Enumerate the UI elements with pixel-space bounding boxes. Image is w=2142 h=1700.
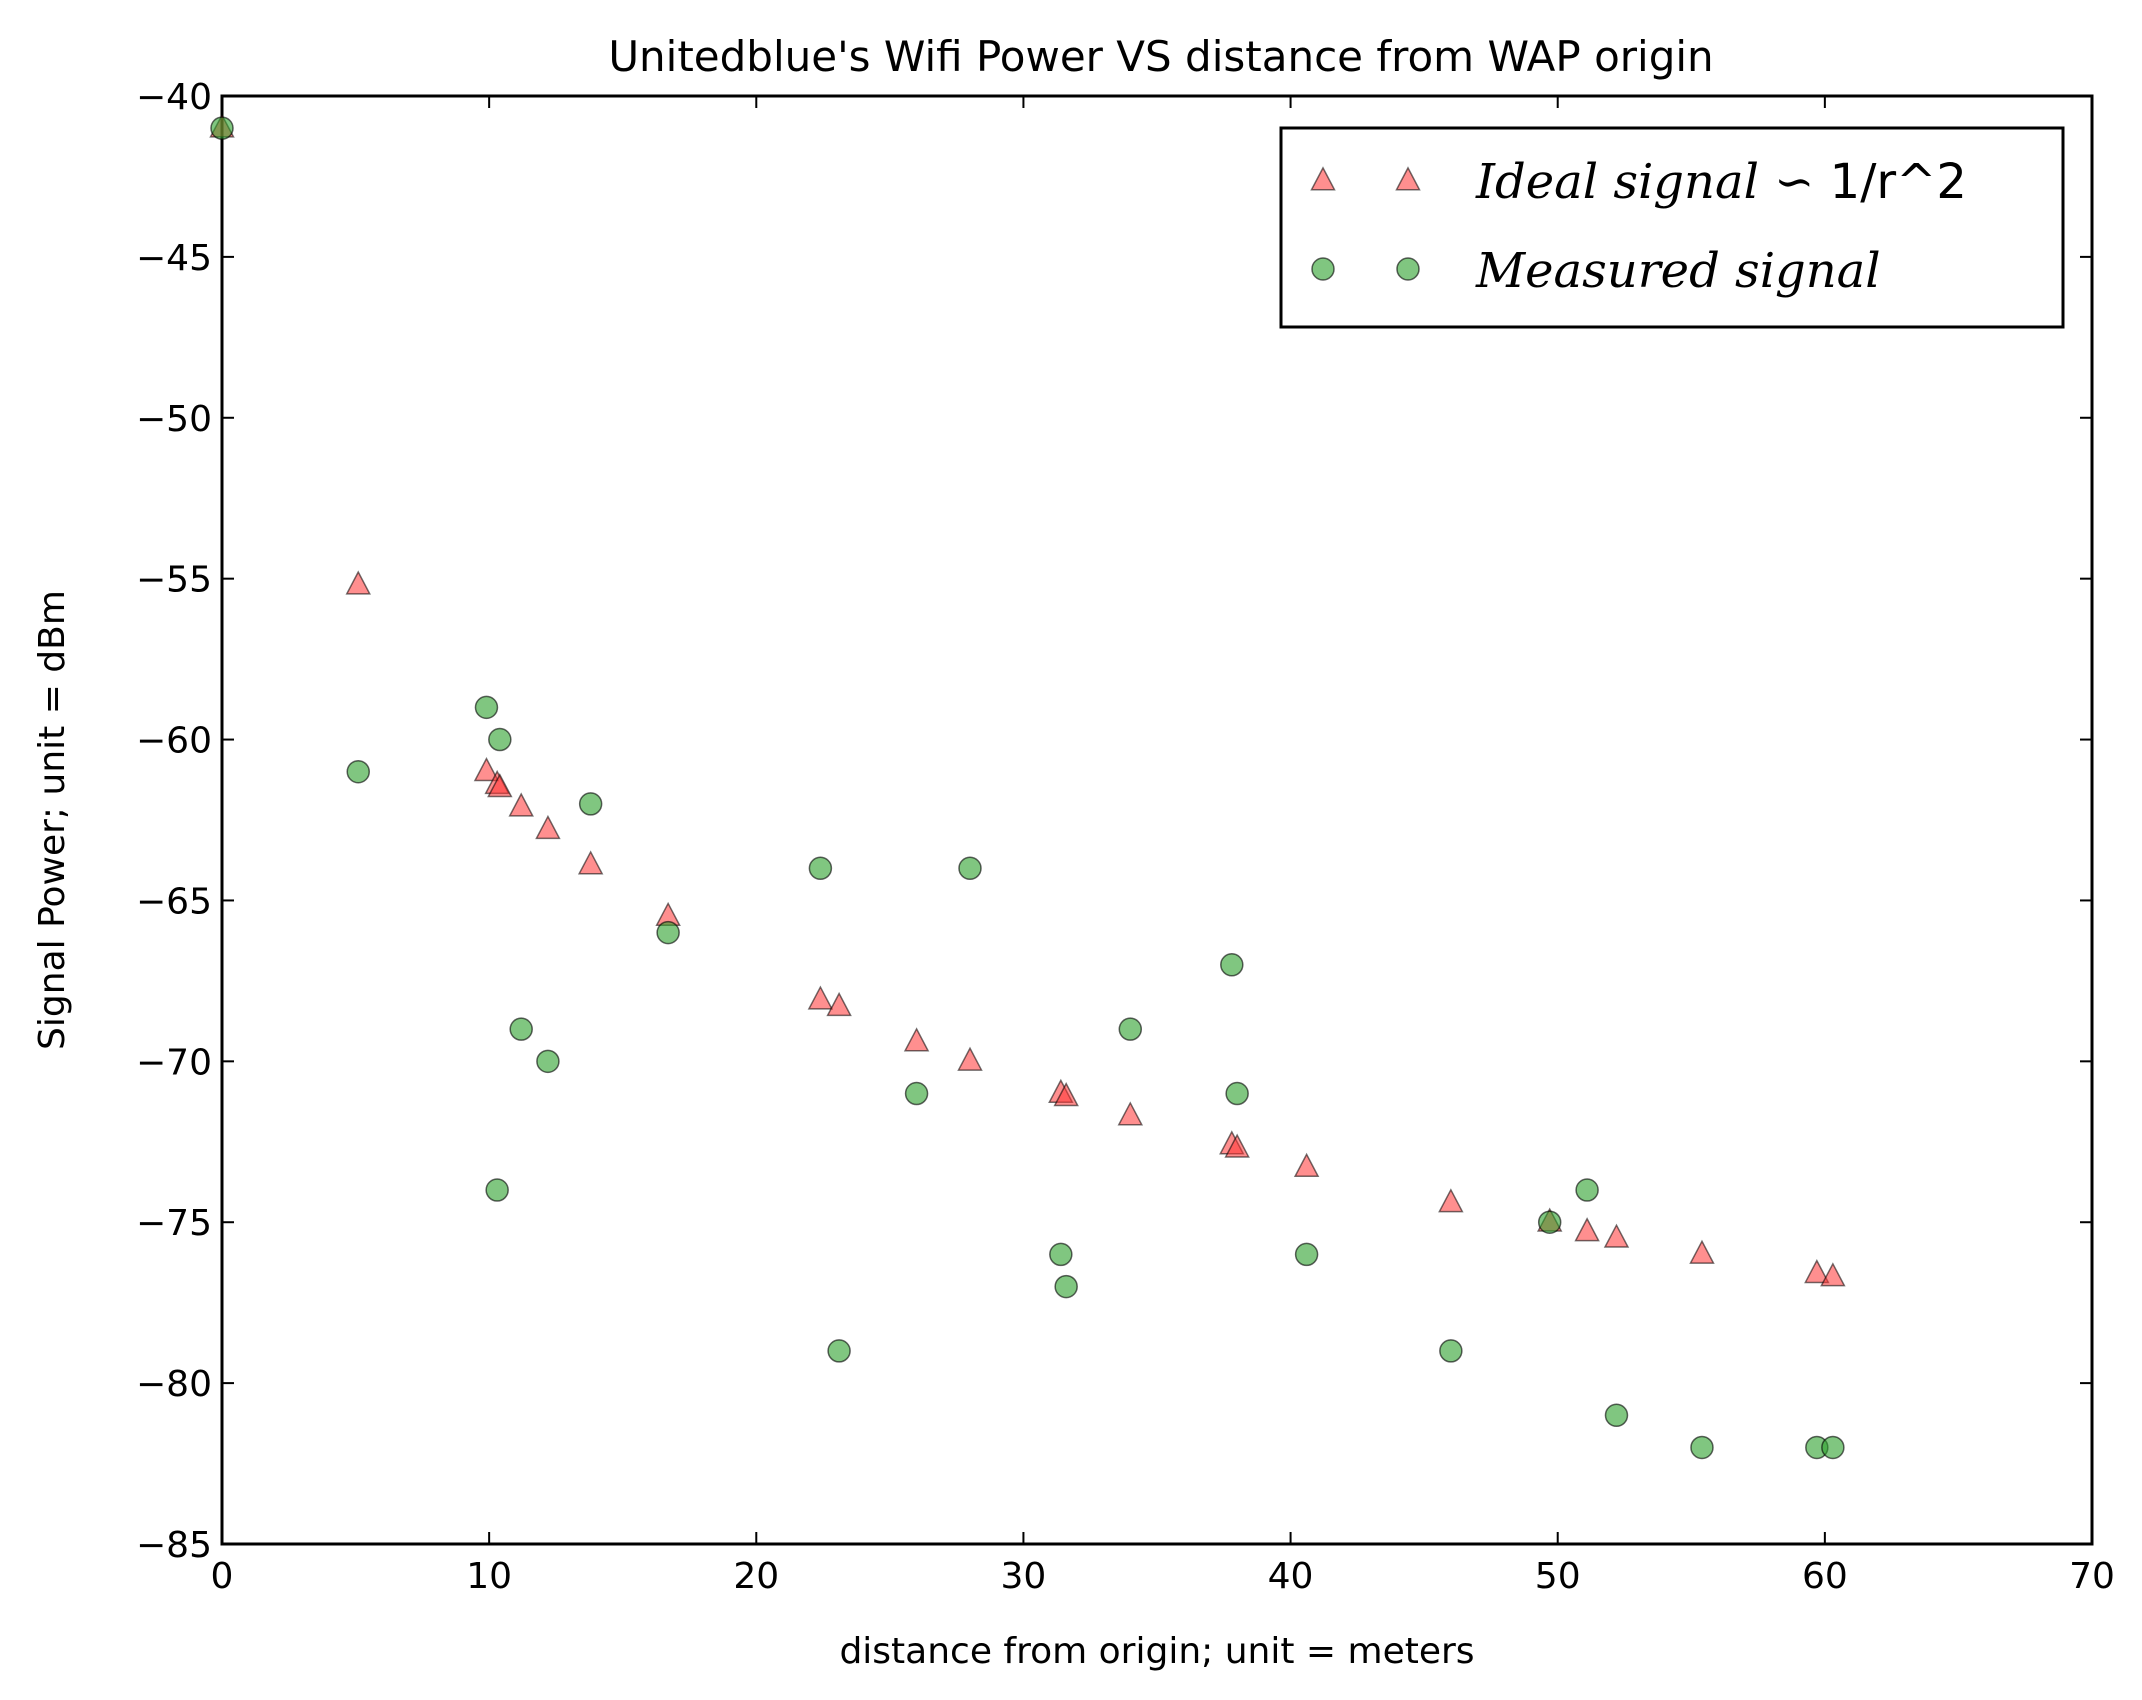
legend-marker-measured	[1396, 257, 1420, 281]
legend-markers	[1310, 166, 1421, 281]
legend-marker-measured	[1311, 257, 1335, 281]
measured-signal-point	[485, 1178, 509, 1202]
ideal-signal-point	[903, 1027, 930, 1052]
legend-box	[1279, 126, 2065, 329]
measured-signal-point	[1294, 1242, 1319, 1267]
measured-signal-point	[578, 792, 603, 816]
measured-signal-point	[1575, 1178, 1599, 1202]
measured-signal-point	[656, 920, 680, 945]
ideal-signal-point	[487, 773, 513, 798]
x-tick-label: 10	[466, 1556, 512, 1597]
measured-signal-point	[1604, 1403, 1629, 1428]
measured-signal-point	[827, 1339, 851, 1363]
measured-signal-point	[1049, 1242, 1073, 1267]
ideal-signal-point	[826, 991, 852, 1017]
y-axis-label: Signal Power; unit = dBm	[32, 590, 73, 1050]
legend-label-measured: Measured signal	[1475, 243, 1881, 299]
measured-signal-point	[1118, 1017, 1143, 1041]
measured-signal-point	[1690, 1435, 1714, 1460]
ideal-signal-point	[508, 792, 534, 817]
y-tick-label: −85	[136, 1525, 212, 1566]
y-tick-label: −80	[136, 1364, 212, 1405]
y-tick-label: −40	[136, 77, 212, 118]
x-tick-label: 0	[211, 1556, 234, 1597]
ideal-signal-point	[1053, 1082, 1079, 1107]
ideal-signal-point	[1689, 1239, 1715, 1264]
y-tick-label: −75	[136, 1203, 212, 1244]
axis-ticks: 0 10 20 30 40 50 60 70 −40 −45 −50 −55 −60 −65 −70 −75 −…	[136, 77, 2115, 1597]
ideal-signal-point	[807, 985, 834, 1010]
x-tick-label: 70	[2069, 1556, 2115, 1597]
y-tick-label: −60	[136, 721, 212, 762]
measured-signal-point	[1537, 1210, 1562, 1234]
measured-signal-point	[808, 856, 833, 881]
measured-signal-point	[1054, 1274, 1078, 1299]
y-tick-label: −45	[136, 238, 212, 279]
measured-signal-point	[346, 759, 370, 784]
ideal-signal-point	[535, 814, 561, 840]
chart-title: Unitedblue's Wifi Power VS distance from…	[608, 32, 1713, 81]
series-measured-signal	[210, 116, 1845, 1460]
ideal-signal-point	[957, 1046, 983, 1071]
measured-signal-point	[904, 1081, 929, 1106]
legend: Ideal signal ∽ 1/r^2 Measured signal	[1279, 126, 2065, 329]
measured-signal-point	[1821, 1435, 1845, 1460]
x-axis-label: distance from origin; unit = meters	[839, 1631, 1474, 1672]
ideal-signal-point	[577, 850, 604, 875]
y-tick-label: −50	[136, 399, 212, 440]
x-tick-label: 20	[733, 1556, 779, 1597]
plot-area	[220, 94, 2094, 1546]
measured-signal-point	[1220, 953, 1244, 977]
x-tick-label: 50	[1535, 1556, 1581, 1597]
y-tick-label: −65	[136, 881, 212, 922]
ideal-signal-point	[1820, 1262, 1846, 1287]
series-ideal-signal	[209, 113, 1846, 1287]
measured-signal-point	[509, 1017, 533, 1041]
measured-signal-point	[536, 1049, 560, 1074]
ideal-signal-point	[1117, 1101, 1144, 1126]
measured-signal-point	[488, 727, 512, 752]
ideal-signal-point	[1438, 1188, 1464, 1213]
x-tick-label: 60	[1802, 1556, 1848, 1597]
x-tick-label: 40	[1268, 1556, 1314, 1597]
legend-ideal-text: Ideal signal ∽	[1475, 154, 1830, 210]
legend-marker-ideal	[1395, 166, 1421, 191]
x-tick-label: 30	[1001, 1556, 1047, 1597]
measured-signal-point	[474, 695, 499, 720]
y-tick-label: −55	[136, 560, 212, 601]
ideal-signal-point	[473, 757, 500, 782]
ideal-signal-point	[1224, 1133, 1250, 1158]
ideal-signal-point	[1574, 1217, 1600, 1242]
ideal-signal-point	[1603, 1223, 1630, 1248]
measured-signal-point	[1225, 1081, 1249, 1106]
legend-ideal-formula: 1/r^2	[1830, 154, 1967, 210]
ideal-signal-point	[1293, 1152, 1320, 1178]
measured-signal-point	[1439, 1339, 1463, 1363]
legend-label-ideal: Ideal signal ∽ 1/r^2	[1475, 154, 1967, 210]
y-tick-label: −70	[136, 1042, 212, 1083]
ideal-signal-point	[345, 570, 371, 595]
measured-signal-point	[210, 116, 234, 140]
ideal-signal-point	[1804, 1258, 1830, 1284]
measured-signal-point	[958, 856, 982, 881]
legend-marker-ideal	[1310, 166, 1336, 191]
